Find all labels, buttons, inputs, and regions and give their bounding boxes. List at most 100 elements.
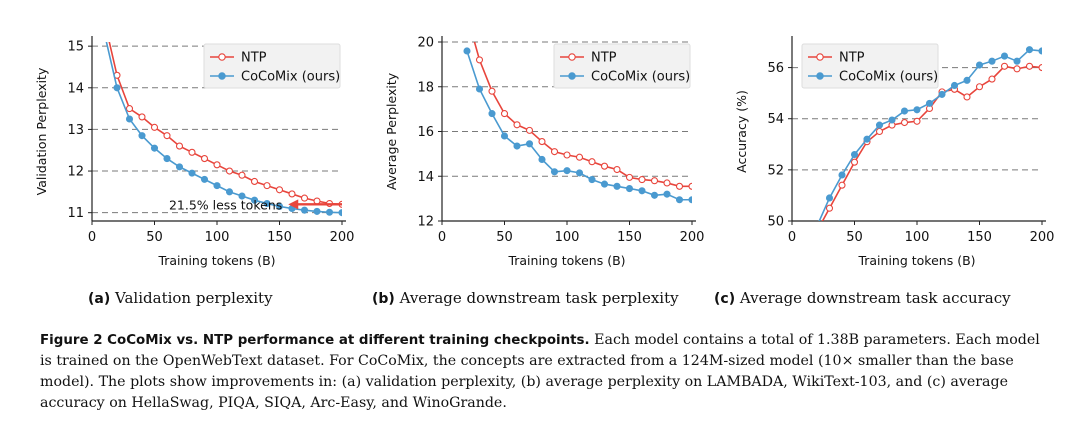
data-point-cocomix xyxy=(663,190,671,198)
legend-marker-ntp xyxy=(816,53,824,61)
sub-caption-text: Validation perplexity xyxy=(115,289,273,307)
data-point-ntp xyxy=(550,148,559,156)
sub-caption-tag: (c) xyxy=(714,291,736,307)
y-tick-label: 12 xyxy=(417,215,434,230)
x-tick-label: 100 xyxy=(555,230,580,245)
legend-label-ntp: NTP xyxy=(839,51,865,66)
data-point-cocomix xyxy=(138,132,146,140)
data-point-cocomix xyxy=(625,185,634,193)
y-tick-label: 56 xyxy=(767,61,784,76)
data-point-cocomix xyxy=(588,176,596,184)
data-point-cocomix xyxy=(113,84,121,92)
data-point-cocomix xyxy=(975,61,984,69)
x-tick-label: 0 xyxy=(88,230,96,245)
data-point-cocomix xyxy=(938,90,946,98)
data-point-ntp xyxy=(188,148,196,156)
figure-caption: Figure 2 CoCoMix vs. NTP performance at … xyxy=(40,330,1050,414)
y-tick-label: 16 xyxy=(417,125,434,140)
data-point-ntp xyxy=(975,83,984,91)
x-axis-label: Training tokens (B) xyxy=(857,253,975,268)
data-point-cocomix xyxy=(538,155,546,164)
legend-marker-ntp xyxy=(568,53,576,61)
data-point-cocomix xyxy=(863,135,871,143)
sub-caption-text: Average downstream task accuracy xyxy=(739,289,1011,307)
data-point-ntp xyxy=(313,197,321,205)
data-point-cocomix xyxy=(925,99,934,107)
data-point-ntp xyxy=(600,162,609,170)
data-point-cocomix xyxy=(900,107,909,115)
x-axis-label: Training tokens (B) xyxy=(157,253,275,268)
data-point-ntp xyxy=(638,176,646,184)
data-point-ntp xyxy=(688,182,692,190)
x-tick-label: 100 xyxy=(905,230,930,245)
series-line-ntp xyxy=(821,65,1042,221)
data-point-cocomix xyxy=(513,142,521,150)
legend-marker-ntp xyxy=(218,53,226,61)
data-point-ntp xyxy=(500,110,509,118)
x-tick-label: 200 xyxy=(680,230,705,245)
data-point-ntp xyxy=(125,105,134,113)
y-tick-label: 20 xyxy=(417,36,434,51)
data-point-ntp xyxy=(1025,62,1034,70)
data-point-ntp xyxy=(213,161,221,169)
data-point-cocomix xyxy=(525,140,534,148)
data-point-ntp xyxy=(488,87,496,95)
data-point-ntp xyxy=(250,177,259,186)
y-tick-label: 14 xyxy=(417,170,434,185)
data-point-ntp xyxy=(150,123,159,131)
data-point-ntp xyxy=(563,151,571,159)
legend-box xyxy=(801,43,939,89)
legend-label-cocomix: CoCoMix (ours) xyxy=(591,70,690,85)
x-tick-label: 0 xyxy=(438,230,446,245)
data-point-ntp xyxy=(525,126,534,134)
sub-caption-text: Average downstream task perplexity xyxy=(399,289,679,307)
data-point-ntp xyxy=(900,119,909,127)
data-point-ntp xyxy=(163,132,171,140)
data-point-ntp xyxy=(1038,64,1042,72)
data-point-cocomix xyxy=(300,206,309,214)
data-point-cocomix xyxy=(1013,57,1021,65)
data-point-cocomix xyxy=(200,175,209,183)
legend-marker-cocomix xyxy=(568,72,576,80)
data-point-cocomix xyxy=(325,208,334,216)
data-point-cocomix xyxy=(500,132,509,140)
data-point-ntp xyxy=(913,117,921,125)
data-point-ntp xyxy=(625,173,634,181)
data-point-cocomix xyxy=(825,194,834,202)
x-tick-label: 100 xyxy=(205,230,230,245)
data-point-cocomix xyxy=(275,202,284,210)
sub-caption-c: (c) Average downstream task accuracy xyxy=(714,289,1011,307)
x-tick-label: 200 xyxy=(1030,230,1055,245)
sub-caption-a: (a) Validation perplexity xyxy=(88,289,273,307)
data-point-cocomix xyxy=(638,187,646,195)
data-point-cocomix xyxy=(225,188,234,196)
data-point-ntp xyxy=(200,155,209,163)
data-point-ntp xyxy=(814,228,820,234)
sub-caption-tag: (b) xyxy=(372,291,395,307)
annotation-label: 21.5% less tokens xyxy=(169,197,282,212)
y-tick-label: 18 xyxy=(417,80,434,95)
data-point-ntp xyxy=(1000,62,1009,70)
y-tick-label: 13 xyxy=(67,123,84,138)
data-point-cocomix xyxy=(888,116,896,124)
data-point-cocomix xyxy=(250,196,259,204)
data-point-cocomix xyxy=(1025,46,1034,54)
data-point-cocomix xyxy=(150,144,159,152)
y-axis-label: Accuracy (%) xyxy=(734,90,749,173)
data-point-ntp xyxy=(538,138,546,146)
data-point-cocomix xyxy=(838,171,846,179)
x-tick-label: 150 xyxy=(967,230,992,245)
y-axis-label: Validation Perplexity xyxy=(34,67,49,195)
data-point-cocomix xyxy=(1000,52,1009,60)
data-point-ntp xyxy=(513,121,521,129)
caption-body: Each model contains a total of 1.38B par… xyxy=(40,332,1040,411)
data-point-cocomix xyxy=(313,207,321,215)
data-point-cocomix xyxy=(175,163,184,171)
legend-box xyxy=(553,43,691,89)
data-point-ntp xyxy=(875,127,884,136)
annotation-arrow-head xyxy=(288,199,299,210)
legend: NTP CoCoMix (ours) xyxy=(801,43,939,89)
data-point-cocomix xyxy=(188,169,196,177)
data-point-cocomix xyxy=(550,168,559,176)
